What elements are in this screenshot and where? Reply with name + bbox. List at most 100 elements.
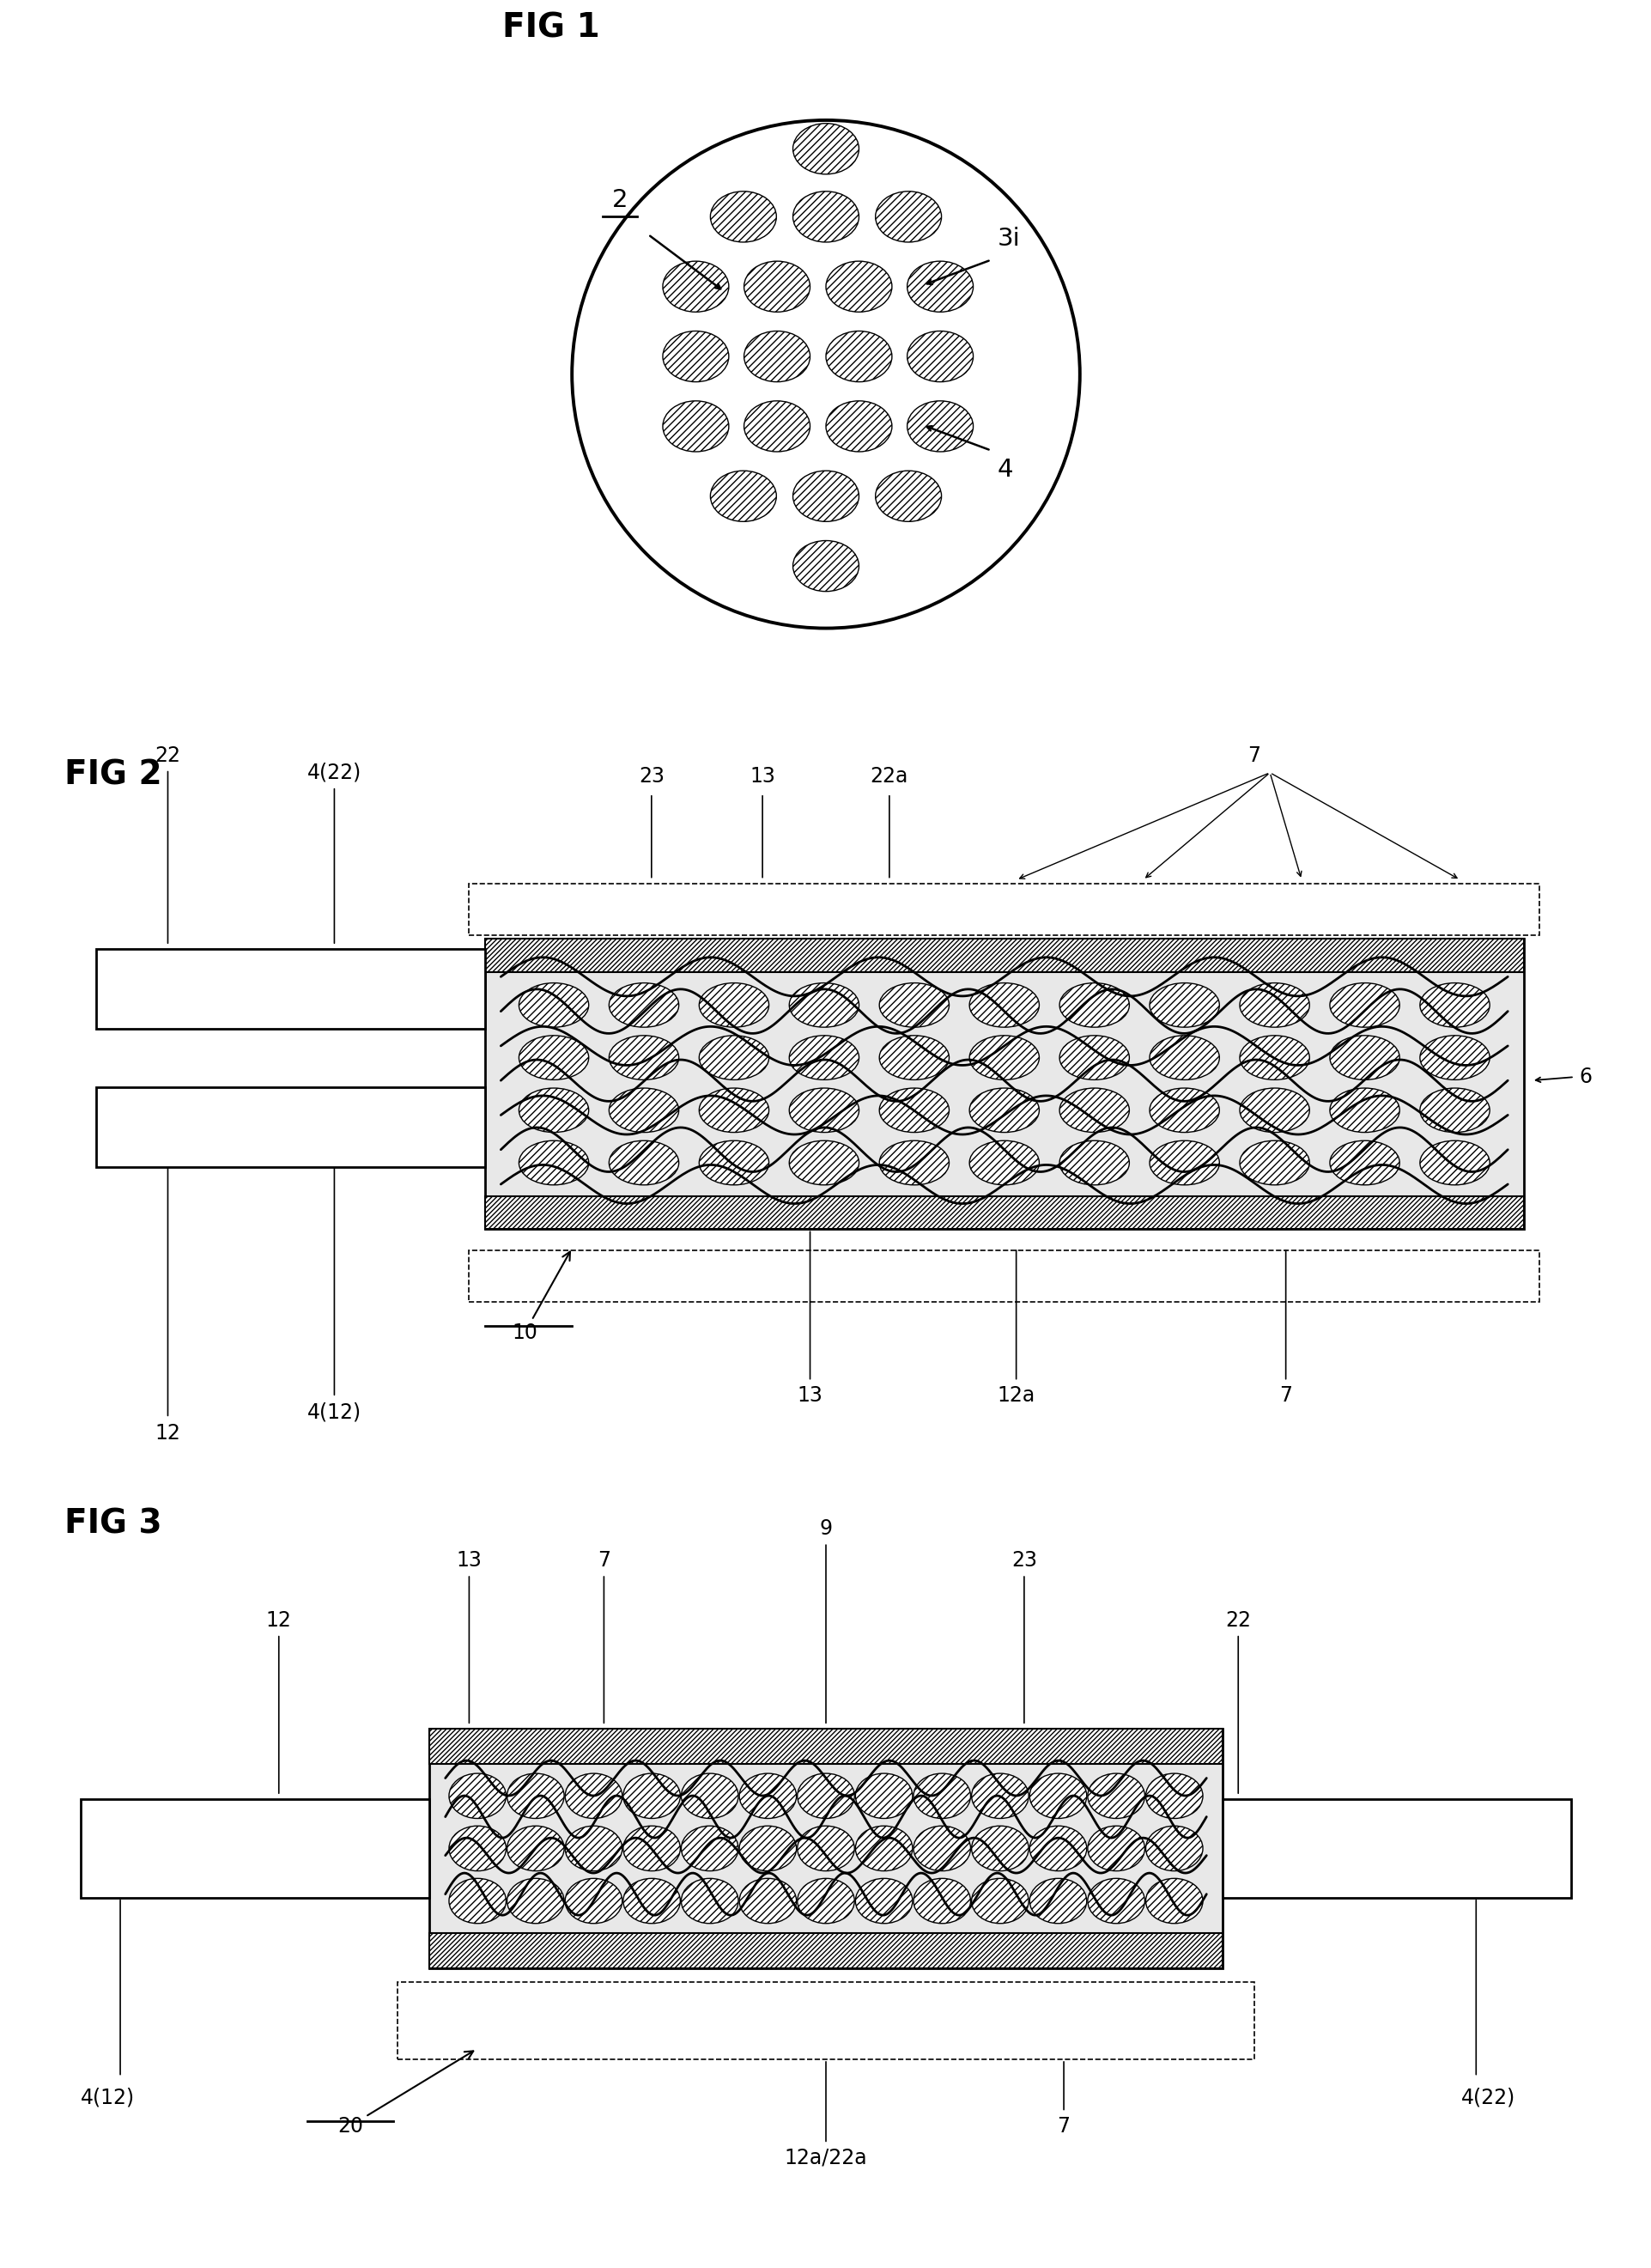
Ellipse shape (698, 982, 768, 1027)
Ellipse shape (609, 1141, 679, 1184)
Text: 4(12): 4(12) (307, 1402, 362, 1422)
Ellipse shape (971, 1826, 1029, 1871)
Text: 12: 12 (266, 1610, 292, 1631)
Ellipse shape (878, 1089, 949, 1132)
Ellipse shape (1029, 1826, 1086, 1871)
Ellipse shape (740, 1878, 796, 1923)
Ellipse shape (797, 1878, 854, 1923)
Ellipse shape (662, 331, 728, 381)
Text: 20: 20 (337, 2050, 474, 2136)
Ellipse shape (1329, 982, 1398, 1027)
Ellipse shape (1329, 1141, 1398, 1184)
Text: 13: 13 (797, 1386, 822, 1406)
Ellipse shape (1240, 982, 1309, 1027)
Bar (429, 1728, 1222, 1969)
Ellipse shape (743, 261, 809, 313)
Ellipse shape (1240, 1141, 1309, 1184)
Ellipse shape (680, 1826, 738, 1871)
Text: 22: 22 (1225, 1610, 1250, 1631)
Ellipse shape (565, 1826, 622, 1871)
Ellipse shape (875, 191, 941, 243)
Ellipse shape (855, 1774, 911, 1819)
Ellipse shape (1420, 982, 1489, 1027)
Ellipse shape (875, 472, 941, 522)
Text: 23: 23 (1010, 1549, 1037, 1572)
Ellipse shape (740, 1774, 796, 1819)
Ellipse shape (449, 1878, 505, 1923)
Ellipse shape (680, 1774, 738, 1819)
Ellipse shape (710, 191, 776, 243)
Ellipse shape (698, 1036, 768, 1080)
Text: FIG 2: FIG 2 (64, 760, 162, 792)
Ellipse shape (1329, 1089, 1398, 1132)
Ellipse shape (878, 982, 949, 1027)
Ellipse shape (913, 1878, 971, 1923)
Bar (96, 1086, 485, 1168)
Bar (485, 1195, 1522, 1229)
Ellipse shape (662, 401, 728, 451)
Ellipse shape (740, 1826, 796, 1871)
Ellipse shape (518, 982, 588, 1027)
Ellipse shape (913, 1826, 971, 1871)
Ellipse shape (507, 1774, 565, 1819)
Bar (398, 1982, 1253, 2059)
Ellipse shape (906, 331, 972, 381)
Ellipse shape (1029, 1774, 1086, 1819)
Ellipse shape (1058, 982, 1129, 1027)
Ellipse shape (1420, 1141, 1489, 1184)
Bar (81, 1799, 429, 1898)
Ellipse shape (797, 1826, 854, 1871)
Ellipse shape (969, 982, 1038, 1027)
Ellipse shape (855, 1826, 911, 1871)
Ellipse shape (1086, 1826, 1144, 1871)
Text: FIG 3: FIG 3 (64, 1508, 162, 1540)
Ellipse shape (1149, 982, 1218, 1027)
Ellipse shape (622, 1826, 680, 1871)
Ellipse shape (826, 331, 892, 381)
Text: 3i: 3i (997, 227, 1020, 249)
Text: 12: 12 (155, 1422, 180, 1442)
Text: 12a: 12a (997, 1386, 1035, 1406)
Ellipse shape (906, 401, 972, 451)
Ellipse shape (1420, 1089, 1489, 1132)
Ellipse shape (969, 1089, 1038, 1132)
Ellipse shape (913, 1774, 971, 1819)
Circle shape (571, 120, 1080, 628)
Text: 13: 13 (750, 767, 774, 787)
Ellipse shape (792, 122, 859, 175)
Ellipse shape (789, 1089, 859, 1132)
Ellipse shape (789, 1036, 859, 1080)
Ellipse shape (449, 1774, 505, 1819)
Text: 22a: 22a (870, 767, 908, 787)
Text: 23: 23 (639, 767, 664, 787)
Ellipse shape (518, 1141, 588, 1184)
Ellipse shape (518, 1089, 588, 1132)
Ellipse shape (789, 1141, 859, 1184)
Text: 7: 7 (1057, 2116, 1070, 2136)
Text: 4(22): 4(22) (307, 762, 362, 782)
Ellipse shape (743, 331, 809, 381)
Text: 9: 9 (819, 1520, 832, 1540)
Ellipse shape (1240, 1036, 1309, 1080)
Ellipse shape (1146, 1826, 1202, 1871)
Ellipse shape (1146, 1878, 1202, 1923)
Ellipse shape (1149, 1036, 1218, 1080)
Bar (429, 1932, 1222, 1969)
Ellipse shape (507, 1878, 565, 1923)
Ellipse shape (1058, 1141, 1129, 1184)
Ellipse shape (565, 1774, 622, 1819)
Ellipse shape (878, 1141, 949, 1184)
Ellipse shape (507, 1826, 565, 1871)
Ellipse shape (518, 1036, 588, 1080)
Bar (96, 948, 485, 1030)
Ellipse shape (565, 1878, 622, 1923)
Ellipse shape (971, 1878, 1029, 1923)
Ellipse shape (662, 261, 728, 313)
Ellipse shape (710, 472, 776, 522)
Text: 4(22): 4(22) (1461, 2087, 1516, 2107)
Ellipse shape (826, 401, 892, 451)
Ellipse shape (792, 540, 859, 592)
Bar (469, 1250, 1539, 1302)
Ellipse shape (698, 1141, 768, 1184)
Ellipse shape (698, 1089, 768, 1132)
